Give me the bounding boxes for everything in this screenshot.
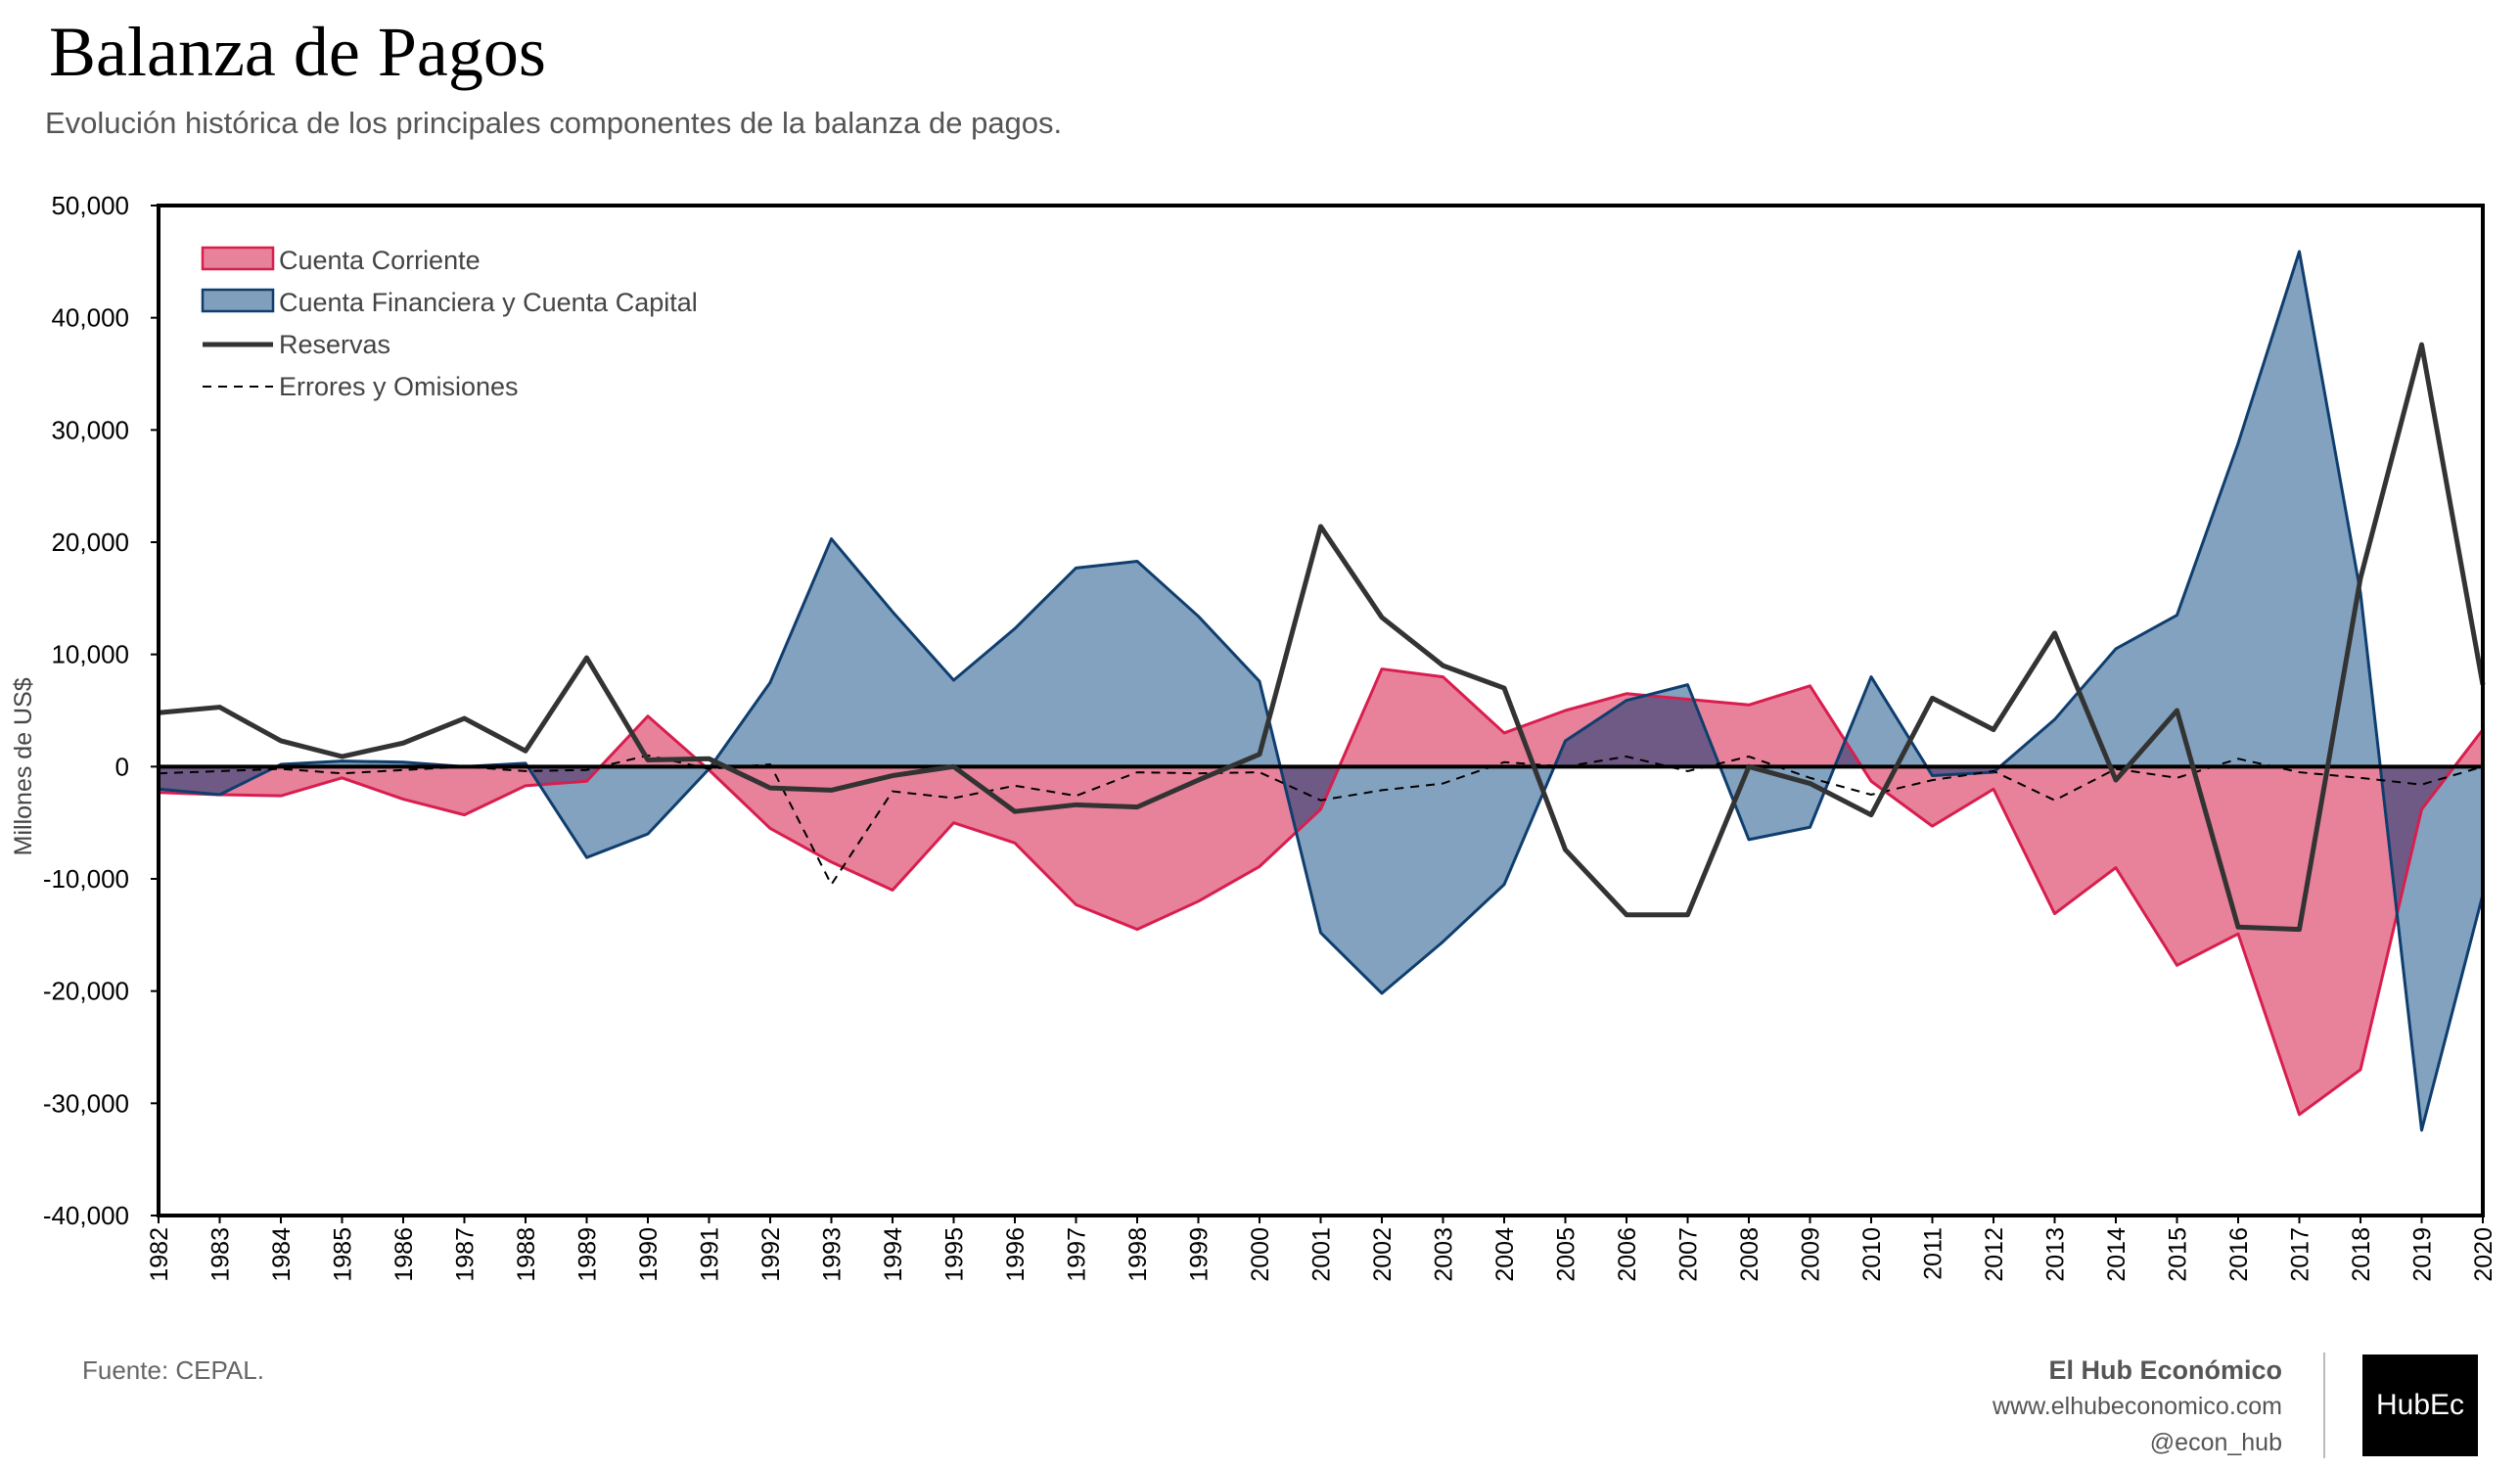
current-account-area [159,668,2483,1115]
x-tick-label: 2014 [2103,1227,2131,1282]
x-tick-label: 2019 [2409,1227,2437,1282]
x-tick-label: 2009 [1798,1227,1825,1282]
source-note: Fuente: CEPAL. [82,1355,264,1385]
chart-title: Balanza de Pagos [49,13,546,91]
x-tick-label: 2006 [1614,1227,1641,1282]
legend-swatch-current-account [201,246,275,271]
x-tick-label: 1984 [268,1227,296,1282]
x-tick-label: 2018 [2348,1227,2375,1282]
y-tick-label: -10,000 [43,864,129,894]
x-tick-label: 2008 [1736,1227,1764,1282]
reserves-line [158,342,2486,933]
x-tick-label: 2004 [1491,1227,1519,1282]
x-tick-label: 2020 [2470,1227,2497,1282]
x-tick-label: 1985 [330,1227,357,1282]
brand-name: El Hub Económico [2048,1355,2282,1385]
legend-swatch-financial-account [201,288,275,313]
y-tick-label: 20,000 [51,528,129,557]
x-tick-label: 2005 [1553,1227,1581,1282]
y-tick-label: -40,000 [43,1201,129,1230]
x-tick-label: 2000 [1247,1227,1274,1282]
x-tick-label: 2002 [1369,1227,1397,1282]
brand-handle[interactable]: @econ_hub [2149,1429,2282,1456]
legend-label-reserves: Reservas [279,330,390,359]
x-tick-label: 1983 [207,1227,235,1282]
x-tick-label: 2001 [1308,1227,1336,1282]
x-tick-label: 2017 [2287,1227,2314,1282]
y-tick-label: -20,000 [43,977,129,1006]
legend-label-errors-omissions: Errores y Omisiones [279,372,519,401]
y-axis-label: Millones de US$ [10,677,37,855]
y-tick-label: 30,000 [51,415,129,444]
x-tick-label: 2007 [1675,1227,1703,1282]
x-tick-label: 1993 [819,1227,847,1282]
legend-label-current-account: Cuenta Corriente [279,246,481,275]
legend-label-financial-account: Cuenta Financiera y Cuenta Capital [279,288,698,317]
x-tick-label: 1995 [941,1227,969,1282]
y-tick-label: 10,000 [51,640,129,669]
x-tick-label: 2003 [1431,1227,1458,1282]
x-tick-label: 2012 [1981,1227,2008,1282]
x-tick-label: 1982 [146,1227,173,1282]
x-tick-label: 1992 [757,1227,785,1282]
y-tick-label: 0 [115,752,129,781]
y-tick-label: 50,000 [51,191,129,220]
x-tick-label: 2010 [1858,1227,1886,1282]
brand-block: El Hub Económico www.elhubeconomico.com … [1993,1353,2282,1461]
x-tick-label: 1997 [1064,1227,1091,1282]
x-tick-label: 2013 [2042,1227,2070,1282]
x-tick-label: 1994 [880,1227,907,1282]
financial-account-line [158,250,2485,1132]
legend: Cuenta Corriente Cuenta Financiera y Cuen… [201,246,698,401]
x-tick-label: 1987 [452,1227,480,1282]
y-tick-label: 40,000 [51,303,129,333]
x-tick-label: 1999 [1186,1227,1214,1282]
x-tick-label: 1989 [574,1227,602,1282]
y-tick-label: -30,000 [43,1088,129,1118]
chart-subtitle: Evolución histórica de los principales c… [45,106,1063,140]
x-tick-label: 2011 [1920,1227,1947,1280]
current-account-line [158,667,2485,1117]
x-tick-label: 1990 [635,1227,663,1282]
x-tick-label: 2016 [2225,1227,2253,1282]
brand-url[interactable]: www.elhubeconomico.com [1993,1393,2282,1420]
x-tick-label: 2015 [2165,1227,2192,1282]
errors-omissions-line [158,754,2484,887]
x-tick-label: 1988 [513,1227,540,1282]
x-tick-label: 1986 [390,1227,418,1282]
x-tick-label: 1998 [1124,1227,1152,1282]
hubec-logo: HubEc [2362,1354,2478,1456]
x-tick-label: 1996 [1002,1227,1030,1282]
x-tick-label: 1991 [697,1227,724,1282]
brand-divider [2323,1353,2325,1458]
